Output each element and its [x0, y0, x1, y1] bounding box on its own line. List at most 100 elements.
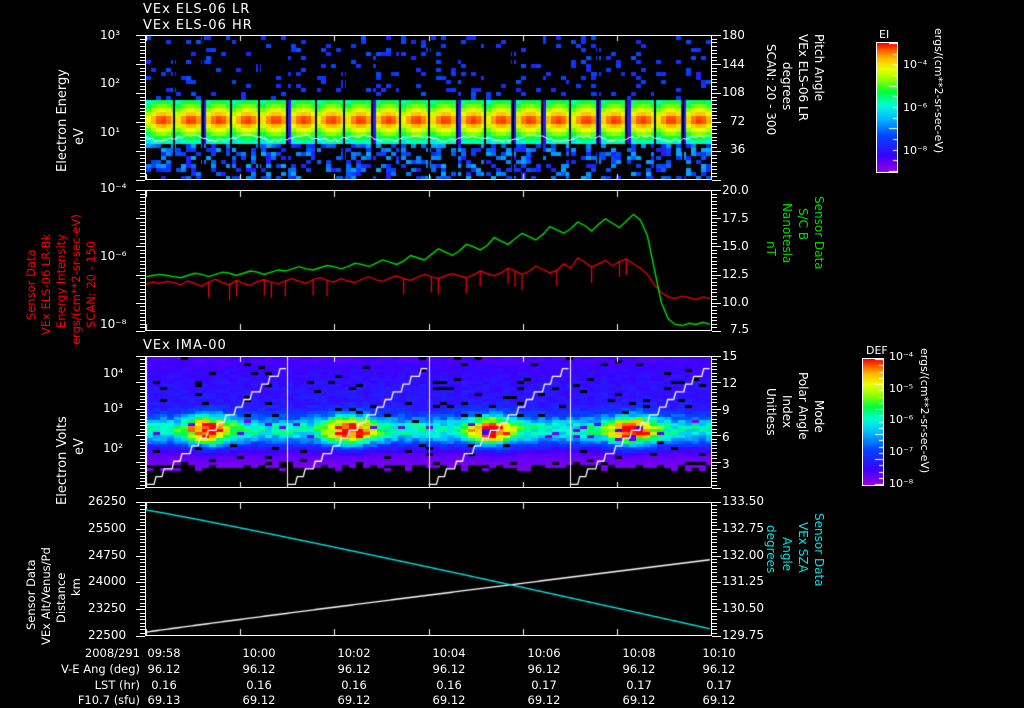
panel3-left-minor-tick: [140, 375, 145, 377]
panel4-right-minor-tick: [712, 552, 717, 554]
panel3-plot-area[interactable]: [145, 356, 712, 488]
panel3-left-minor-tick: [136, 435, 145, 437]
panel1-ytick-1: 10²: [100, 76, 121, 90]
panel1-right-minor-tick: [712, 45, 717, 47]
panel4-left-minor-tick: [140, 615, 145, 617]
panel4-right-minor-tick: [712, 602, 717, 604]
panel3-left-minor-tick: [140, 365, 145, 367]
panel3-left-minor-tick: [136, 408, 145, 410]
panel4-ytick-5: 22500: [88, 628, 127, 642]
axis-table-cell-3-2: 69.12: [337, 693, 371, 707]
panel3-right-minor-tick: [712, 372, 717, 374]
panel4-left-minor-tick: [140, 565, 145, 567]
panel1-left-minor-tick: [136, 180, 145, 181]
panel3-title: VEx IMA-00: [143, 338, 227, 353]
panel2-line-canvas: [146, 191, 711, 330]
panel2-right-minor-tick: [712, 313, 717, 315]
panel3-right-minor-tick: [712, 359, 717, 361]
panel3-right-ytick-2: 9: [722, 403, 730, 417]
panel1-colorbar: [876, 42, 898, 173]
panel4-left-minor-tick: [140, 569, 145, 570]
panel2-right-minor-tick: [712, 256, 717, 258]
panel3-left-minor-tick: [140, 464, 145, 466]
panel3-right-minor-tick: [712, 468, 717, 470]
panel2-left-minor-tick: [140, 323, 145, 325]
panel3-right-ytick-1: 12: [722, 376, 738, 390]
panel2-right-minor-tick: [712, 260, 717, 262]
panel3-left-minor-tick: [140, 431, 145, 433]
panel4-left-minor-tick: [140, 515, 145, 517]
panel3-colorbar-name: DEF: [866, 344, 888, 357]
panel4-left-minor-tick: [140, 542, 145, 544]
panel4-left-minor-tick: [136, 609, 145, 611]
panel1-left-minor-tick: [140, 165, 145, 167]
panel1-ylabel-main: Electron Energy: [55, 69, 70, 172]
panel3-right-ytick-3: 6: [722, 430, 730, 444]
panel3-right-minor-tick: [712, 362, 717, 364]
panel1-left-minor-tick: [140, 60, 145, 62]
panel3-right-minor-tick: [712, 369, 717, 371]
panel2-right-minor-tick: [712, 246, 721, 248]
panel1-left-minor-tick: [140, 56, 145, 58]
panel2-right-minor-tick: [712, 299, 717, 301]
panel2-right-minor-tick: [712, 281, 717, 283]
panel3-left-minor-tick: [140, 441, 145, 443]
panel2-right-label-4: nT: [764, 241, 778, 256]
panel3-right-minor-tick: [712, 441, 717, 443]
panel3-right-minor-tick: [712, 431, 717, 433]
panel1-right-minor-tick: [712, 154, 717, 156]
panel2-right-minor-tick: [712, 306, 717, 308]
panel1-right-ytick-1: 144: [722, 57, 745, 71]
panel2-right-minor-tick: [712, 327, 717, 329]
axis-table-cell-1-6: 96.12: [702, 662, 736, 676]
panel4-right-ytick-5: 129.75: [722, 628, 764, 642]
panel3-colorbar-tick-4: 10⁻⁸: [889, 477, 914, 490]
panel2-right-minor-tick: [712, 204, 717, 206]
panel2-left-minor-tick: [136, 274, 145, 276]
panel1-right-minor-tick: [712, 114, 717, 116]
panel3-left-minor-tick: [140, 428, 145, 430]
panel2-right-minor-tick: [712, 232, 717, 234]
panel2-right-minor-tick: [712, 200, 717, 202]
panel2-left-minor-tick: [140, 292, 145, 294]
panel2-left-label-1: Sensor Data: [24, 249, 38, 320]
axis-table-cell-3-5: 69.12: [622, 693, 656, 707]
panel1-left-minor-tick: [140, 114, 145, 116]
panel4-plot-area[interactable]: [145, 502, 712, 636]
panel1-plot-area[interactable]: [145, 35, 712, 180]
panel4-right-minor-tick: [712, 515, 717, 517]
panel1-colorbar-tick-2: 10⁻⁸: [903, 144, 928, 157]
panel4-left-minor-tick: [140, 522, 145, 524]
panel1-spectrogram-canvas: [146, 36, 711, 179]
panel1-right-minor-tick: [712, 67, 717, 69]
panel2-plot-area[interactable]: [145, 190, 712, 331]
panel1-right-minor-tick: [712, 158, 717, 160]
panel4-ytick-1: 25500: [88, 521, 127, 535]
panel3-left-minor-tick: [140, 474, 145, 476]
panel3-right-ytick-4: 3: [722, 457, 730, 471]
panel2-right-label-2: S/C B: [796, 208, 810, 241]
panel3-right-minor-tick: [712, 422, 717, 423]
panel1-right-minor-tick: [712, 42, 717, 44]
panel2-left-label-3: Energy Intensity: [54, 234, 68, 328]
panel4-right-minor-tick: [712, 619, 717, 621]
panel4-right-minor-tick: [712, 636, 721, 637]
panel2-ytick-0: 10⁻⁴: [100, 181, 127, 195]
panel2-right-minor-tick: [712, 288, 717, 290]
panel3-right-minor-tick: [712, 385, 717, 387]
panel2-left-minor-tick: [140, 204, 145, 206]
axis-table-cell-0-1: 10:00: [242, 646, 276, 660]
panel2-right-minor-tick: [712, 323, 717, 325]
panel1-right-label-3: degrees: [780, 62, 794, 111]
panel2-left-minor-tick: [140, 239, 145, 241]
panel4-left-minor-tick: [140, 558, 145, 560]
panel3-ylabel-units: eV: [72, 438, 87, 455]
panel4-right-minor-tick: [712, 532, 717, 534]
panel2-left-minor-tick: [140, 256, 145, 258]
panel3-left-minor-tick: [140, 405, 145, 407]
panel1-right-minor-tick: [712, 176, 717, 178]
panel3-right-minor-tick: [712, 478, 717, 480]
panel2-left-minor-tick: [140, 249, 145, 251]
panel1-right-minor-tick: [712, 56, 717, 58]
